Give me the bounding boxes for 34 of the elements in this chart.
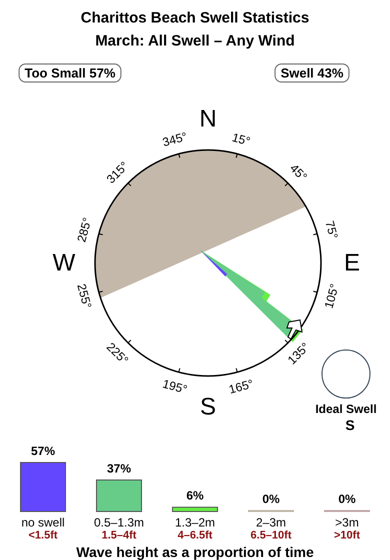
text: 105° (322, 282, 342, 310)
text: 285° (74, 216, 94, 244)
data-label: 57% (30, 444, 56, 458)
text: 15° (230, 130, 252, 149)
text: S (345, 417, 355, 433)
bar (96, 480, 142, 512)
x-tick-label: no swell <1.5ft (21, 516, 65, 542)
text: S (200, 394, 216, 420)
text: 195° (161, 376, 189, 397)
text: Swell 43% (280, 66, 344, 80)
text: 345° (161, 129, 189, 150)
text: March: All Swell – Any Wind (95, 32, 295, 50)
data-label: 0% (262, 492, 280, 506)
text: 255° (74, 282, 94, 310)
text: E (344, 250, 360, 276)
x-tick-label: >3m >10ft (334, 516, 360, 542)
text: 165° (227, 376, 256, 397)
text: W (52, 250, 76, 276)
bar (172, 506, 218, 512)
bar (20, 462, 66, 512)
text: 45° (287, 161, 310, 184)
data-label: 0% (338, 492, 356, 506)
text: Ideal Swell (315, 402, 377, 416)
x-tick-label: 1.3–2m 4–6.5ft (174, 516, 216, 542)
data-label: 6% (186, 488, 204, 503)
x-tick-label: 2–3m 6.5–10ft (250, 516, 292, 542)
text: 225° (104, 340, 132, 368)
text: N (199, 106, 217, 132)
text: 75° (322, 219, 341, 241)
x-axis-title: Wave height as a proportion of time (76, 544, 314, 560)
x-tick-label: 0.5–1.3m 1.5–4ft (94, 516, 144, 542)
text: Charittos Beach Swell Statistics (80, 10, 310, 26)
text: Too Small 57% (24, 66, 116, 80)
data-label: 37% (106, 462, 132, 476)
